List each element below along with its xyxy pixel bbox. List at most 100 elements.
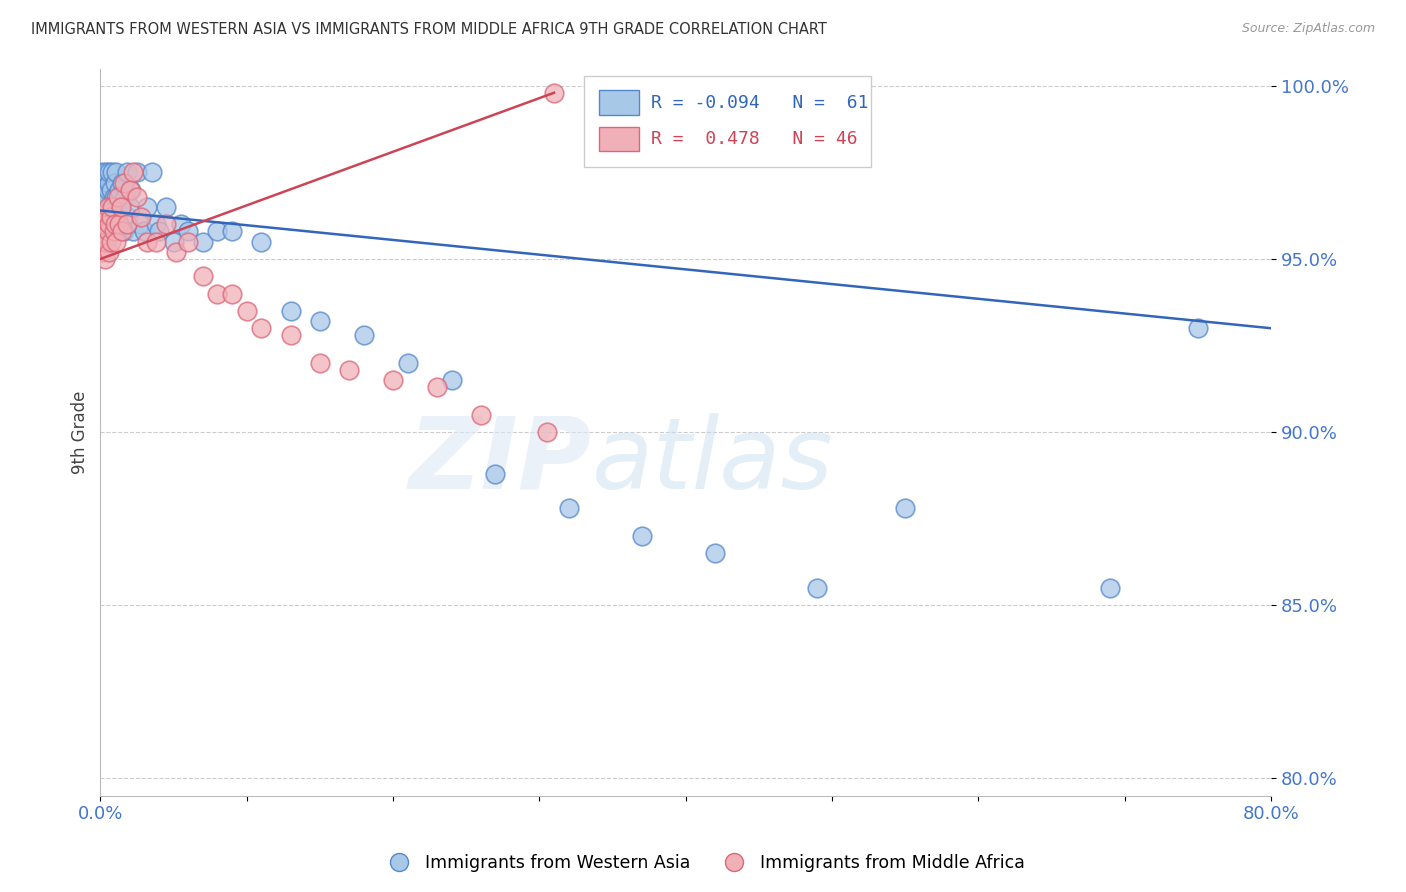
Point [108,218,131,232]
Point [141,165,163,179]
Point [93,218,115,232]
Point [91,183,114,197]
Point [630,529,652,543]
Point [125,165,148,179]
Point [440,373,463,387]
Point [191,235,214,249]
Point [207,224,229,238]
Legend: Immigrants from Western Asia, Immigrants from Middle Africa: Immigrants from Western Asia, Immigrants… [374,847,1032,879]
Point [704,546,727,560]
Point [484,467,506,481]
Point [309,356,332,370]
Point [177,235,200,249]
Point [250,321,273,335]
FancyBboxPatch shape [583,76,870,167]
Point [107,207,129,221]
FancyBboxPatch shape [599,127,638,152]
Point [90,245,112,260]
Point [90,218,112,232]
Point [110,200,132,214]
FancyBboxPatch shape [599,90,638,115]
Point [134,224,156,238]
Point [104,218,127,232]
Point [165,245,187,260]
Point [91,235,114,249]
Point [115,218,138,232]
Point [118,200,141,214]
Point [103,189,125,203]
Point [128,218,150,232]
Point [155,200,177,214]
Point [426,380,449,394]
Point [96,189,118,203]
Point [112,224,135,238]
Point [118,183,141,197]
Point [121,165,143,179]
Point [115,165,138,179]
Point [91,189,114,203]
Point [98,245,121,260]
Point [100,224,122,238]
Point [191,269,214,284]
Point [98,218,121,232]
Point [806,581,828,595]
Point [90,165,112,179]
Point [309,314,332,328]
Point [97,183,120,197]
Text: R =  0.478   N = 46: R = 0.478 N = 46 [651,130,858,148]
Point [100,211,122,225]
Point [96,235,118,249]
Point [111,224,134,238]
Point [170,218,193,232]
Point [104,218,127,232]
Point [250,235,273,249]
Point [97,218,120,232]
Point [104,176,127,190]
Point [136,200,159,214]
Point [221,286,243,301]
Text: atlas: atlas [592,413,834,509]
Point [93,207,115,221]
Point [117,211,139,225]
Point [103,224,125,238]
Point [125,189,148,203]
Point [112,176,135,190]
Point [1099,581,1122,595]
Point [536,425,558,439]
Y-axis label: 9th Grade: 9th Grade [72,391,89,474]
Point [105,165,128,179]
Point [96,207,118,221]
Point [353,328,375,343]
Point [557,501,579,516]
Point [91,207,114,221]
Point [120,183,142,197]
Point [108,183,131,197]
Point [101,165,124,179]
Point [131,211,153,225]
Point [145,218,167,232]
Point [98,200,121,214]
Point [110,200,132,214]
Point [100,235,122,249]
Point [96,165,118,179]
Text: IMMIGRANTS FROM WESTERN ASIA VS IMMIGRANTS FROM MIDDLE AFRICA 9TH GRADE CORRELAT: IMMIGRANTS FROM WESTERN ASIA VS IMMIGRAN… [31,22,827,37]
Point [98,176,121,190]
Point [107,189,129,203]
Point [108,224,131,238]
Point [97,224,120,238]
Point [207,286,229,301]
Point [97,200,120,214]
Point [105,235,128,249]
Point [93,252,115,266]
Point [543,86,565,100]
Text: Source: ZipAtlas.com: Source: ZipAtlas.com [1241,22,1375,36]
Point [121,224,143,238]
Point [101,200,124,214]
Point [101,200,124,214]
Point [235,304,257,318]
Point [105,189,128,203]
Point [177,224,200,238]
Point [221,224,243,238]
Point [1187,321,1209,335]
Point [280,328,302,343]
